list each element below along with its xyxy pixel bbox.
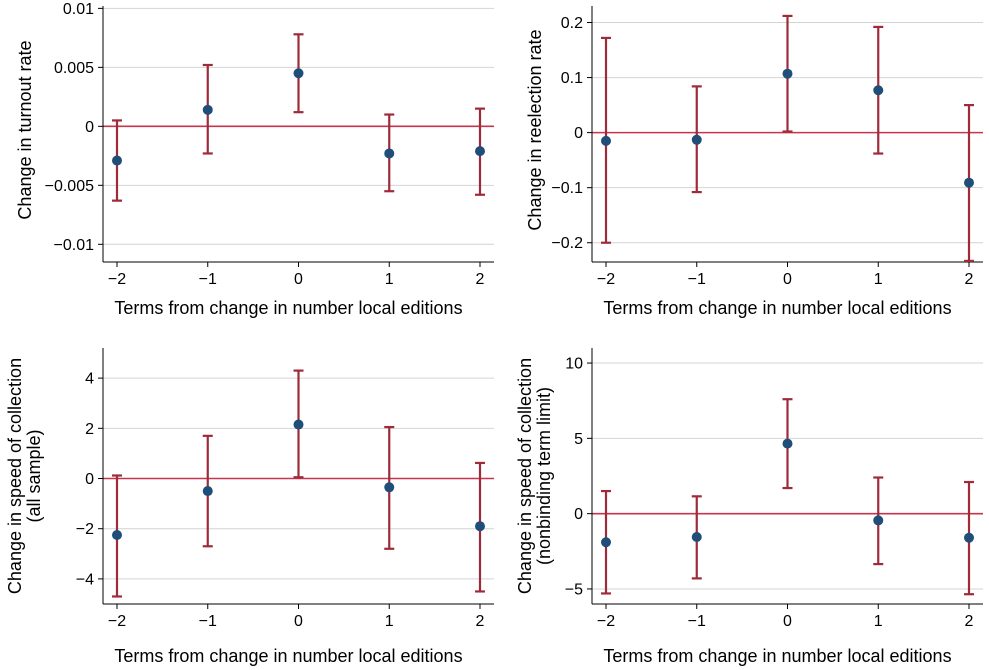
y-axis-title: Change in speed of collection(nonbinding… — [515, 358, 554, 594]
point-estimate — [475, 521, 485, 532]
y-tick-label: 0 — [574, 506, 583, 523]
x-tick-label: 2 — [965, 613, 974, 630]
x-tick-label: −2 — [597, 271, 615, 288]
point-estimate — [475, 146, 485, 157]
x-tick-label: 1 — [874, 271, 883, 288]
y-tick-label: −0.1 — [551, 180, 583, 197]
y-tick-label: 0 — [85, 119, 94, 136]
x-axis-title: Terms from change in number local editio… — [114, 646, 462, 666]
point-estimate — [202, 104, 213, 115]
x-tick-label: 0 — [294, 613, 303, 630]
y-tick-label: 0.2 — [561, 15, 583, 32]
point-estimate — [782, 438, 793, 449]
y-tick-label: 10 — [565, 356, 583, 373]
y-tick-label: −2 — [76, 521, 94, 538]
point-estimate — [384, 482, 395, 493]
point-estimate — [601, 135, 611, 146]
point-estimate — [691, 531, 702, 542]
point-estimate — [384, 148, 395, 159]
x-tick-label: −2 — [108, 613, 126, 630]
y-tick-label: −0.2 — [551, 235, 583, 252]
x-tick-label: 2 — [476, 613, 485, 630]
y-tick-label: 0.005 — [54, 60, 94, 77]
y-tick-label: 5 — [574, 431, 583, 448]
point-estimate — [964, 532, 974, 543]
y-axis-title-line: Change in reelection rate — [525, 29, 545, 230]
x-tick-label: −1 — [688, 271, 706, 288]
x-tick-label: 1 — [385, 271, 394, 288]
point-estimate — [964, 177, 974, 188]
point-estimate — [293, 419, 304, 430]
y-axis-title: Change in turnout rate — [15, 40, 35, 219]
x-tick-label: 2 — [965, 271, 974, 288]
x-tick-label: −1 — [199, 271, 217, 288]
x-tick-label: 1 — [385, 613, 394, 630]
point-estimate — [873, 515, 884, 526]
y-axis-title-line: (nonbinding term limit) — [534, 387, 554, 565]
y-tick-label: 0 — [574, 125, 583, 142]
point-estimate — [782, 68, 793, 79]
point-estimate — [601, 537, 611, 548]
point-estimate — [112, 529, 122, 540]
collection-all-chart: 4 2 0 −2 −4 −2 −1 0 1 2 Terms from change in numbe… — [5, 348, 494, 666]
y-tick-label: 0.01 — [63, 1, 94, 18]
x-tick-label: 1 — [874, 613, 883, 630]
y-axis-title-line: Change in turnout rate — [15, 40, 35, 219]
y-tick-label: 2 — [85, 421, 94, 438]
y-axis-title-line: (all sample) — [24, 429, 44, 522]
point-estimate — [202, 486, 213, 497]
point-estimate — [873, 85, 884, 96]
x-tick-label: 0 — [783, 271, 792, 288]
x-tick-label: −1 — [688, 613, 706, 630]
x-axis-title: Terms from change in number local editio… — [603, 646, 951, 666]
y-tick-label: −0.005 — [45, 178, 94, 195]
y-axis-title-line: Change in speed of collection — [5, 358, 25, 594]
x-axis-title: Terms from change in number local editio… — [603, 298, 951, 318]
y-tick-label: 4 — [85, 371, 94, 388]
y-tick-label: 0 — [85, 471, 94, 488]
x-tick-label: −2 — [597, 613, 615, 630]
x-tick-label: −2 — [108, 271, 126, 288]
y-tick-label: 0.1 — [561, 70, 583, 87]
point-estimate — [293, 68, 304, 79]
y-tick-label: −5 — [565, 581, 583, 598]
y-axis-title-line: Change in speed of collection — [515, 358, 535, 594]
y-tick-label: −4 — [76, 571, 94, 588]
x-tick-label: 0 — [783, 613, 792, 630]
point-estimate — [691, 134, 702, 145]
x-axis-title: Terms from change in number local editio… — [114, 298, 462, 318]
x-tick-label: 2 — [476, 271, 485, 288]
point-estimate — [112, 155, 122, 166]
y-tick-label: −0.01 — [54, 237, 95, 254]
y-axis-title: Change in speed of collection(all sample… — [5, 358, 44, 594]
x-tick-label: −1 — [199, 613, 217, 630]
reelection-chart: 0.2 0.1 0 −0.1 −0.2 −2 −1 0 1 2 Terms from change … — [525, 6, 983, 318]
turnout-chart: 0.01 0.005 0 −0.005 −0.01 −2 −1 0 1 2 Terms from c… — [15, 1, 494, 318]
x-tick-label: 0 — [294, 271, 303, 288]
y-axis-title: Change in reelection rate — [525, 29, 545, 230]
collection-nonbinding-chart: 10 5 0 −5 −2 −1 0 1 2 Terms from change in number… — [515, 348, 983, 666]
